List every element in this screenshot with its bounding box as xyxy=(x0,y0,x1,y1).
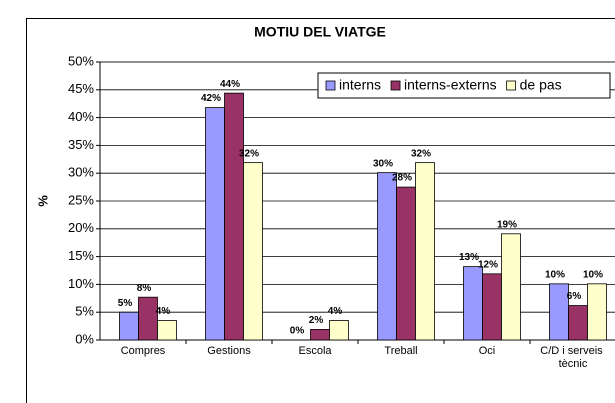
x-tick-label: Escola xyxy=(298,345,332,357)
y-tick-label: 5% xyxy=(75,304,94,319)
y-tick-label: 45% xyxy=(68,81,94,96)
value-label: 30% xyxy=(373,158,393,169)
bar xyxy=(224,92,244,341)
value-label: 5% xyxy=(118,298,133,309)
y-tick-label: 25% xyxy=(68,192,94,207)
y-tick-label: 50% xyxy=(68,53,94,68)
bar xyxy=(587,283,607,341)
value-label: 2% xyxy=(309,315,324,326)
bar xyxy=(243,162,263,341)
bar xyxy=(396,186,416,341)
value-label: 13% xyxy=(459,252,479,263)
x-tick-label: Oci xyxy=(479,345,496,357)
value-label: 10% xyxy=(583,269,603,280)
y-tick-label: 35% xyxy=(68,137,94,152)
bar xyxy=(119,311,139,341)
bar xyxy=(329,320,349,341)
legend-swatch xyxy=(506,80,517,91)
x-tick-label: Treball xyxy=(384,345,417,357)
y-tick-label: 30% xyxy=(68,165,94,180)
y-tick-label: 15% xyxy=(68,248,94,263)
bar xyxy=(377,172,397,341)
bar xyxy=(415,162,435,341)
legend-label: de pas xyxy=(520,77,562,93)
value-label: 8% xyxy=(137,283,152,294)
legend-label: interns-externs xyxy=(404,77,497,93)
bar xyxy=(482,273,502,341)
value-label: 6% xyxy=(567,291,582,302)
x-tick-label-line: C/D i serveis xyxy=(540,345,605,357)
value-label: 44% xyxy=(220,79,240,90)
value-label: 32% xyxy=(239,148,259,159)
x-tick-label: C/D i serveis tècnic xyxy=(540,345,605,370)
bar xyxy=(549,283,569,341)
value-label: 12% xyxy=(478,259,498,270)
y-tick-label: 40% xyxy=(68,109,94,124)
value-label: 10% xyxy=(545,269,565,280)
bar xyxy=(205,107,225,341)
value-label: 42% xyxy=(201,93,221,104)
value-label: 32% xyxy=(411,148,431,159)
bar xyxy=(310,329,330,341)
x-tick-label: Gestions xyxy=(207,345,251,357)
value-label: 4% xyxy=(156,306,171,317)
y-tick-label: 10% xyxy=(68,276,94,291)
legend-label: interns xyxy=(339,77,381,93)
bar xyxy=(463,266,483,341)
bar xyxy=(501,233,521,341)
value-label: 19% xyxy=(497,219,517,230)
y-axis-label: % xyxy=(35,195,50,207)
value-label: 28% xyxy=(392,173,412,184)
legend-swatch xyxy=(325,80,336,91)
legend-box xyxy=(317,72,611,99)
y-tick-label: 20% xyxy=(68,220,94,235)
x-tick-label: Compres xyxy=(121,345,166,357)
bar xyxy=(138,296,158,341)
value-label: 4% xyxy=(328,306,343,317)
x-tick-label-line: tècnic xyxy=(559,358,588,370)
chart-title: MOTIU DEL VIATGE xyxy=(254,24,386,40)
value-label: 0% xyxy=(290,326,305,337)
y-tick-label: 0% xyxy=(75,331,94,346)
bar xyxy=(568,305,588,341)
legend-swatch xyxy=(390,80,401,91)
legend: interns interns-externs de pas xyxy=(317,72,611,99)
bar xyxy=(157,320,177,341)
